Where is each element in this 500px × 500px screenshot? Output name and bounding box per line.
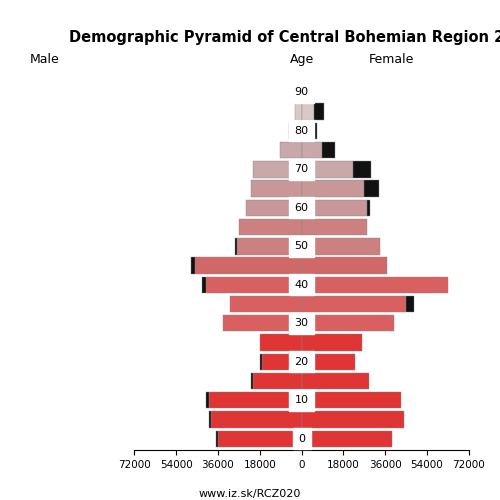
Bar — [302, 200, 366, 216]
Text: 60: 60 — [294, 203, 308, 213]
Bar — [253, 161, 302, 178]
Bar — [406, 296, 414, 312]
Bar — [262, 354, 302, 370]
Title: Demographic Pyramid of Central Bohemian Region 2023: Demographic Pyramid of Central Bohemian … — [68, 30, 500, 45]
Bar — [280, 142, 301, 158]
Text: Female: Female — [369, 53, 414, 66]
Bar — [202, 276, 206, 293]
Bar — [260, 334, 302, 350]
Bar — [195, 258, 302, 274]
Bar — [302, 84, 304, 100]
Bar — [251, 373, 253, 389]
Bar — [302, 219, 366, 236]
Bar — [312, 122, 316, 139]
Text: 10: 10 — [294, 396, 308, 406]
Bar — [302, 142, 322, 158]
Bar — [302, 373, 369, 389]
Bar — [314, 104, 324, 120]
Bar — [302, 334, 362, 350]
Text: Age: Age — [290, 53, 314, 66]
Bar — [302, 104, 314, 120]
Bar — [210, 412, 211, 428]
Bar — [209, 392, 302, 408]
Text: 20: 20 — [294, 357, 308, 367]
Bar — [294, 104, 302, 120]
Bar — [302, 315, 394, 332]
Bar — [211, 412, 302, 428]
Bar — [236, 238, 302, 254]
Bar — [302, 430, 392, 447]
Text: 40: 40 — [294, 280, 308, 290]
Bar — [352, 161, 371, 178]
Bar — [216, 430, 218, 447]
Text: 0: 0 — [298, 434, 305, 444]
Bar — [302, 412, 404, 428]
Bar — [302, 180, 364, 197]
Bar — [222, 315, 302, 332]
Bar — [302, 296, 406, 312]
Bar — [302, 392, 402, 408]
Bar — [302, 161, 352, 178]
Bar — [302, 122, 312, 139]
Text: 30: 30 — [294, 318, 308, 328]
Bar — [206, 276, 302, 293]
Bar — [250, 180, 302, 197]
Bar — [218, 430, 302, 447]
Text: 70: 70 — [294, 164, 308, 174]
Bar — [239, 219, 302, 236]
Bar — [300, 84, 302, 100]
Bar — [302, 354, 355, 370]
Bar — [260, 354, 262, 370]
Bar — [246, 200, 302, 216]
Bar — [304, 84, 305, 100]
Bar — [230, 296, 302, 312]
Bar — [302, 276, 448, 293]
Bar — [366, 200, 370, 216]
Bar — [302, 238, 380, 254]
Bar — [364, 180, 380, 197]
Text: 80: 80 — [294, 126, 308, 136]
Bar — [302, 258, 388, 274]
Text: 50: 50 — [294, 242, 308, 252]
Text: 90: 90 — [294, 88, 308, 98]
Bar — [289, 122, 302, 139]
Bar — [192, 258, 195, 274]
Text: Male: Male — [30, 53, 59, 66]
Bar — [322, 142, 335, 158]
Bar — [206, 392, 209, 408]
Bar — [235, 238, 236, 254]
Bar — [253, 373, 302, 389]
Text: www.iz.sk/RCZ020: www.iz.sk/RCZ020 — [199, 490, 301, 500]
